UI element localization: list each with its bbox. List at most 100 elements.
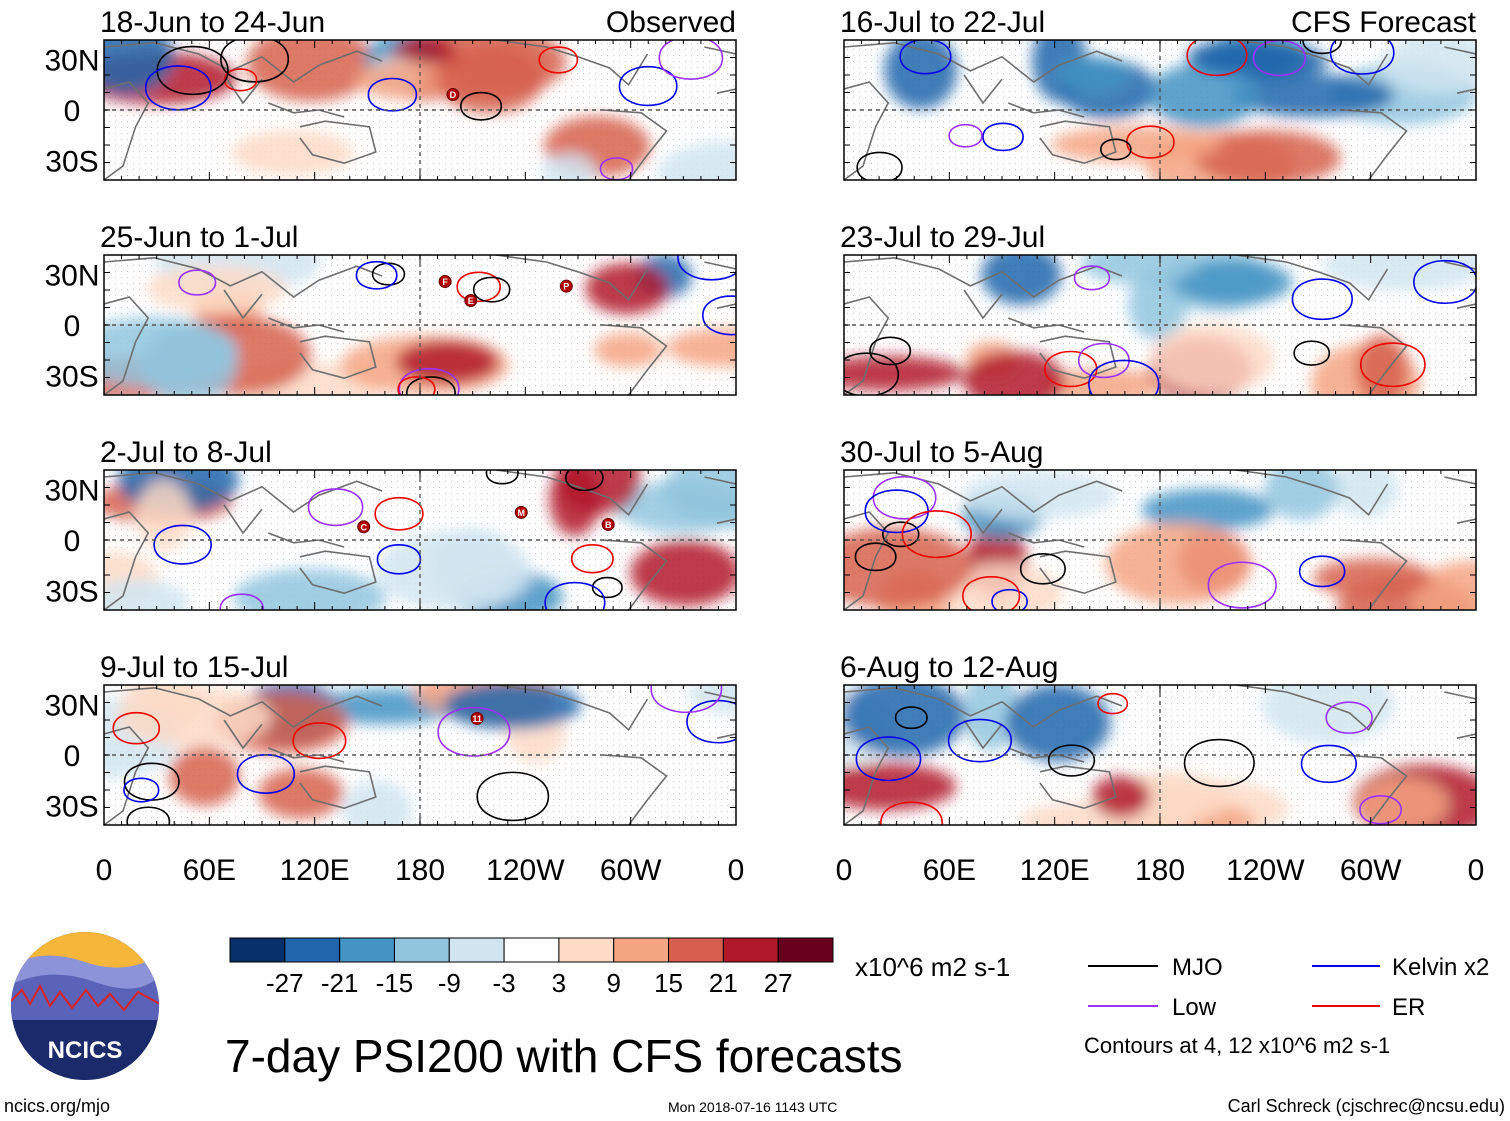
contour-line	[854, 542, 897, 572]
contour-line	[901, 510, 972, 559]
coastline	[495, 470, 649, 517]
coastline	[223, 719, 263, 750]
coastline	[963, 74, 1003, 105]
storm-label: F	[442, 277, 448, 287]
contour-line	[565, 470, 604, 491]
contour-line	[947, 718, 1013, 763]
contour-line	[126, 806, 171, 825]
lat-label: 30N	[44, 45, 99, 78]
contour-line	[1291, 278, 1353, 320]
storm-marker: B	[601, 517, 615, 531]
colorbar-level: 3	[552, 968, 566, 998]
anomaly-blob	[377, 529, 533, 610]
anomaly-blob	[1260, 685, 1396, 745]
coastline	[1343, 754, 1408, 825]
coastline	[844, 686, 1123, 728]
anomaly-blob	[1105, 522, 1253, 605]
anomaly-blob	[104, 40, 174, 94]
anomaly-blob	[962, 685, 1021, 751]
contour-line	[223, 68, 258, 92]
storm-marker: C	[357, 520, 371, 534]
contour-line	[367, 77, 418, 112]
coastline	[268, 317, 345, 333]
coastline	[104, 81, 150, 180]
contour-line	[355, 261, 398, 290]
lat-label: 30S	[45, 575, 98, 608]
coastline	[1039, 550, 1117, 595]
anomaly-blob	[943, 563, 1064, 610]
contour-line	[869, 336, 912, 366]
anomaly-blob	[230, 129, 355, 177]
contour-line	[112, 711, 161, 745]
coastline	[844, 81, 890, 180]
storm-label: E	[468, 296, 474, 306]
period-label: 6-Aug to 12-Aug	[840, 651, 1058, 684]
contour-line	[178, 269, 217, 296]
anomaly-blob	[258, 768, 344, 819]
period-label: 18-Jun to 24-Jun	[100, 6, 325, 39]
contour-line	[1325, 701, 1373, 734]
contour-line	[880, 801, 943, 825]
coastline	[1444, 46, 1476, 55]
anomaly-blob	[354, 61, 465, 100]
coastline	[716, 518, 736, 524]
contour-line	[397, 376, 436, 395]
anomaly-blob	[1322, 255, 1476, 292]
contour-line	[538, 46, 579, 74]
anomaly-blob	[884, 40, 958, 110]
wave-contours	[855, 692, 1402, 825]
coastline	[299, 120, 377, 165]
colorbar-level: -9	[438, 968, 461, 998]
storm-marker: D	[446, 88, 460, 102]
contour-line	[570, 544, 614, 574]
contour-line	[599, 157, 634, 180]
storm-marker: E	[464, 294, 478, 308]
lat-label: 30S	[45, 790, 98, 823]
anomaly-blob	[1194, 130, 1341, 180]
lat-label: 30N	[44, 475, 99, 508]
anomaly-blob	[585, 262, 669, 315]
coastline	[844, 296, 890, 395]
contour-line	[1293, 340, 1331, 366]
contour-line	[1186, 40, 1248, 77]
contour-line	[1088, 359, 1160, 395]
contour-line	[1298, 555, 1346, 588]
lon-label: 0	[96, 854, 113, 887]
colorbar-swatch	[339, 937, 395, 963]
contour-line	[844, 352, 900, 395]
contour-line	[1359, 342, 1426, 388]
lat-label: 0	[64, 740, 81, 773]
anomaly-blob	[549, 470, 600, 537]
lon-label: 120W	[486, 854, 565, 887]
contour-line	[220, 40, 290, 83]
lat-label: 30N	[44, 690, 99, 723]
coastline	[1008, 102, 1085, 118]
lon-label: 60E	[923, 854, 976, 887]
colorbar-swatch	[668, 937, 724, 963]
storm-marker: F	[438, 275, 452, 289]
lat-label: 0	[64, 525, 81, 558]
period-label: 9-Jul to 15-Jul	[100, 651, 288, 684]
anomaly-blob	[687, 685, 736, 715]
anomaly-blob	[1332, 470, 1400, 519]
coastline	[223, 504, 263, 535]
storm-label: B	[605, 520, 612, 530]
contour-line	[591, 576, 623, 599]
storm-label: M	[517, 508, 525, 518]
coastline	[603, 539, 668, 610]
colorbar-swatch	[284, 937, 341, 963]
anomaly-blob	[1141, 488, 1275, 531]
storm-label: 11	[472, 714, 482, 724]
forecast-label: CFS Forecast	[1291, 6, 1477, 39]
contour-line	[1100, 138, 1132, 161]
storm-label: D	[450, 90, 457, 100]
coastlines	[104, 470, 736, 610]
coastline	[495, 255, 649, 302]
anomaly-blob	[168, 746, 240, 806]
period-label: 23-Jul to 29-Jul	[840, 221, 1045, 254]
coastline	[104, 686, 383, 728]
colorbar-swatch	[393, 937, 450, 963]
anomaly-blob	[844, 527, 973, 609]
anomaly-blob	[1091, 775, 1151, 818]
